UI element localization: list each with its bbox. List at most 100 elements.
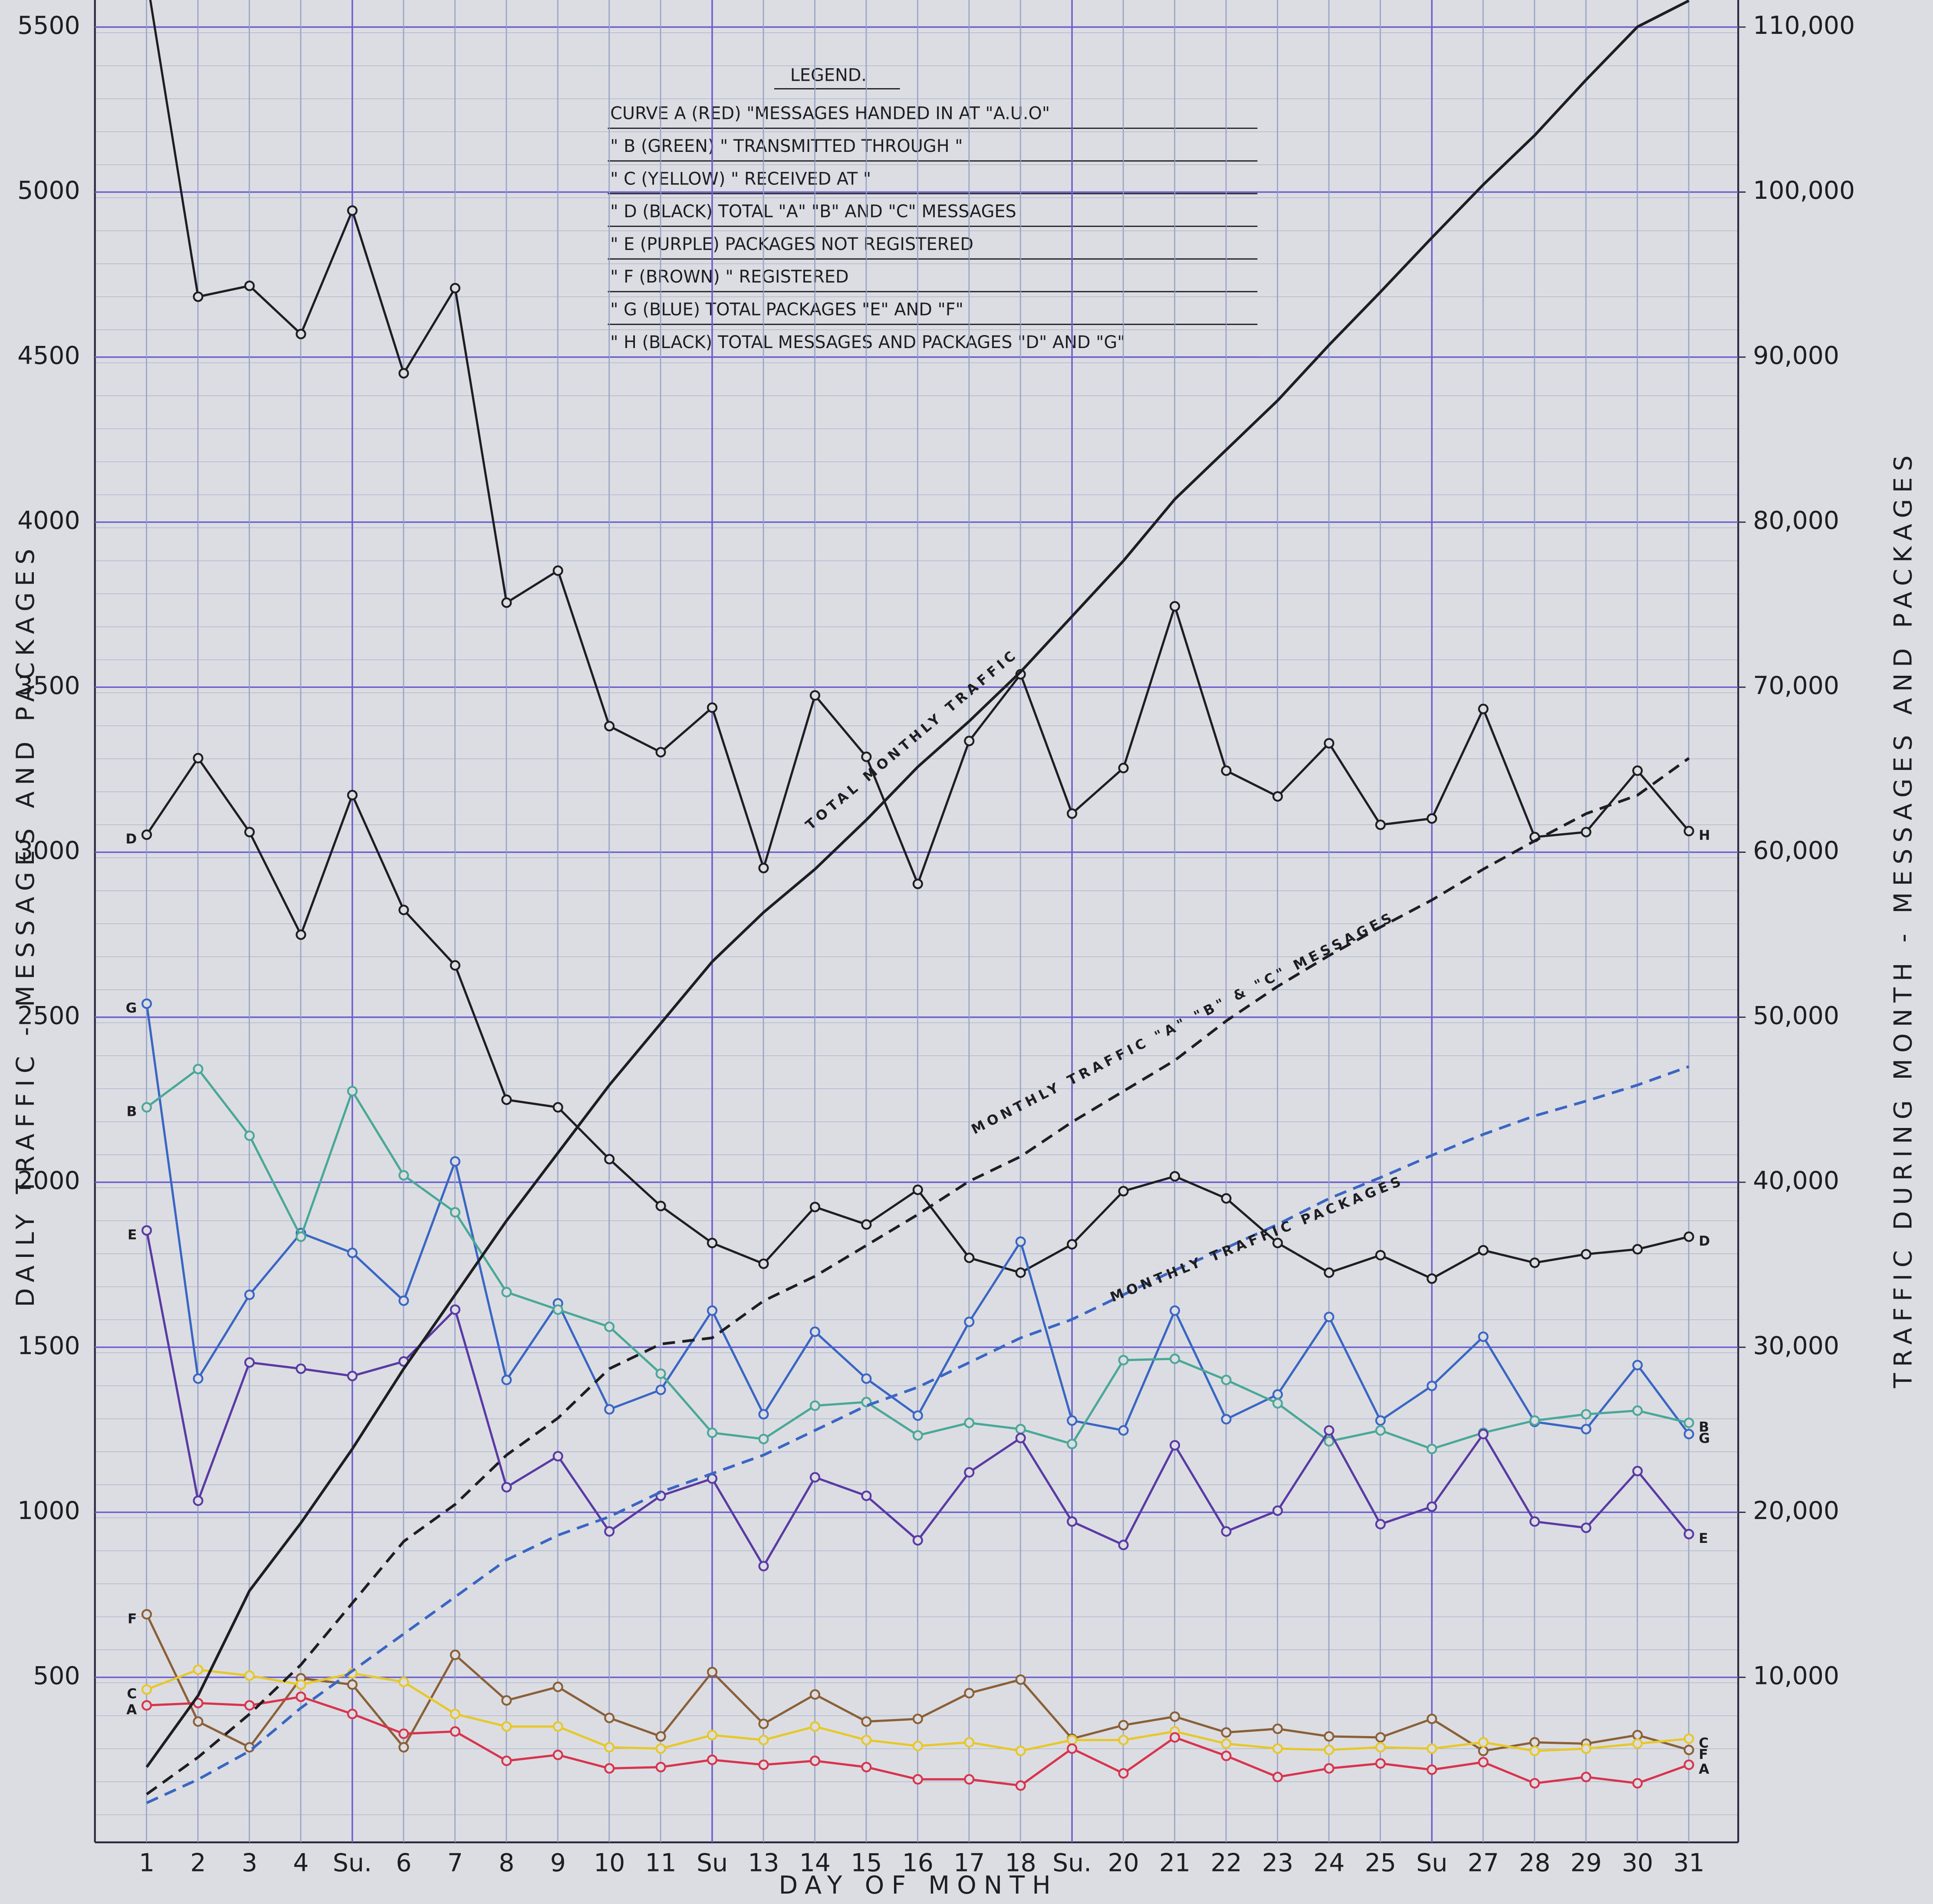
point	[809, 690, 820, 701]
point	[244, 1289, 255, 1300]
point	[1632, 765, 1643, 776]
point	[552, 565, 563, 576]
point	[809, 1689, 820, 1700]
y2-tick-label: 70,000	[1753, 671, 1839, 700]
point	[296, 1679, 306, 1690]
point	[1427, 1381, 1437, 1391]
point	[1067, 1743, 1078, 1754]
point	[1324, 1763, 1335, 1774]
point	[1632, 1738, 1643, 1749]
point	[964, 1774, 975, 1785]
point	[141, 1225, 152, 1236]
point	[964, 1316, 975, 1327]
x-tick-label: Su	[697, 1849, 728, 1878]
point	[1478, 1331, 1489, 1342]
point	[1324, 1312, 1335, 1322]
point	[296, 1691, 306, 1702]
point	[809, 1400, 820, 1411]
y-tick-label: 5000	[17, 176, 80, 205]
point	[1272, 791, 1283, 802]
point	[1632, 1360, 1643, 1371]
point	[1581, 827, 1591, 838]
y-tick-label: 2000	[17, 1167, 80, 1195]
x-tick-label: 21	[1159, 1849, 1190, 1878]
x-tick-label: 1	[139, 1849, 155, 1878]
series-label: B	[126, 1104, 137, 1120]
point	[244, 1700, 255, 1711]
x-tick-label: 18	[1005, 1849, 1036, 1878]
x-tick-label: 9	[550, 1849, 566, 1878]
point	[552, 1102, 563, 1113]
series-label: F	[1699, 1746, 1708, 1762]
series-label: E	[1699, 1531, 1708, 1546]
point	[1375, 1732, 1386, 1743]
point	[501, 1482, 512, 1493]
y-tick-label: 1500	[17, 1332, 80, 1360]
point	[296, 1363, 306, 1374]
point	[758, 1735, 769, 1746]
point	[193, 1664, 204, 1675]
point	[1118, 1735, 1129, 1746]
point	[1375, 1758, 1386, 1769]
point	[1015, 1236, 1026, 1247]
cumulative-line	[146, 1065, 1690, 1804]
point	[398, 1742, 409, 1753]
point	[655, 1731, 666, 1742]
point	[141, 829, 152, 840]
point	[552, 1721, 563, 1732]
point	[758, 1561, 769, 1572]
point	[1683, 1733, 1694, 1744]
point	[707, 1754, 718, 1765]
point	[141, 1102, 152, 1113]
series-label: C	[127, 1686, 137, 1702]
x-tick-label: 30	[1622, 1849, 1653, 1878]
point	[141, 998, 152, 1009]
point	[450, 1304, 460, 1315]
cumulative-line	[145, 0, 1690, 1768]
point	[1427, 813, 1437, 824]
legend-row: " F (BROWN) " REGISTERED	[610, 267, 849, 287]
point	[450, 1207, 460, 1218]
point	[655, 1743, 666, 1754]
point	[1478, 1746, 1489, 1756]
point	[1478, 704, 1489, 714]
point	[655, 1200, 666, 1211]
point	[1324, 1436, 1335, 1447]
y-tick-label: 3500	[17, 671, 80, 700]
series-label: A	[1699, 1762, 1709, 1777]
minor-grid	[95, 0, 1739, 1842]
point	[1118, 763, 1129, 773]
point	[861, 1490, 872, 1501]
point	[398, 904, 409, 915]
x-tick-label: Su.	[1052, 1849, 1091, 1878]
point	[1324, 1425, 1335, 1436]
point	[450, 1709, 460, 1720]
point	[501, 1721, 512, 1732]
y2-tick-label: 30,000	[1753, 1332, 1839, 1360]
point	[707, 1427, 718, 1438]
point	[1221, 1414, 1232, 1425]
y2-tick-label: 20,000	[1753, 1496, 1839, 1525]
series-label: D	[1699, 1233, 1710, 1249]
x-axis-title: DAY OF MONTH	[779, 1871, 1058, 1900]
point	[1683, 825, 1694, 836]
point	[1015, 1267, 1026, 1278]
point	[1529, 1415, 1540, 1426]
point	[604, 1404, 615, 1415]
point	[501, 1375, 512, 1385]
x-tick-label: 14	[799, 1849, 831, 1878]
point	[861, 1219, 872, 1230]
point	[1478, 1429, 1489, 1440]
point	[1221, 1727, 1232, 1738]
x-tick-label: 11	[645, 1849, 676, 1878]
point	[1015, 1780, 1026, 1791]
x-tick-label: 25	[1365, 1849, 1396, 1878]
point	[347, 1086, 358, 1097]
x-tick-label: 29	[1571, 1849, 1602, 1878]
legend-row: " C (YELLOW) " RECEIVED AT "	[610, 169, 871, 189]
point	[1272, 1398, 1283, 1409]
point	[552, 1681, 563, 1692]
point	[912, 1410, 923, 1421]
x-tick-label: 7	[447, 1849, 463, 1878]
point	[964, 1737, 975, 1748]
